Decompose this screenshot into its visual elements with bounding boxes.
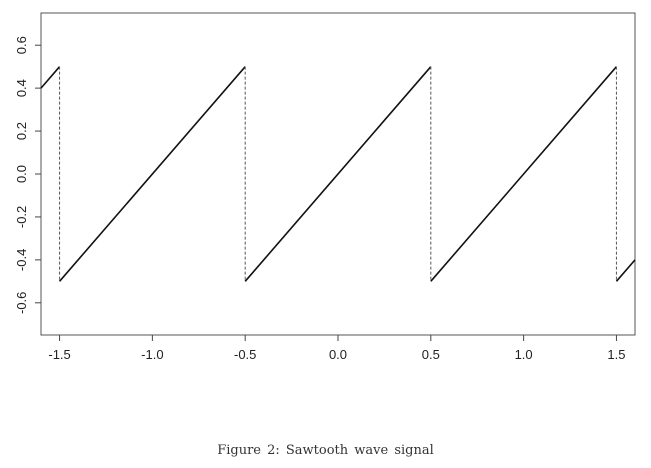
sawtooth-segment bbox=[615, 259, 636, 282]
x-tick-label: -0.5 bbox=[234, 347, 256, 362]
x-tick-label: 1.0 bbox=[515, 347, 533, 362]
figure-caption: Figure 2: Sawtooth wave signal bbox=[217, 443, 434, 458]
sawtooth-segment bbox=[58, 66, 246, 282]
x-tick-label: -1.0 bbox=[141, 347, 163, 362]
sawtooth-segment bbox=[40, 66, 61, 89]
x-tick-label: 0.5 bbox=[422, 347, 440, 362]
sawtooth-chart: -1.5 -1.0 -0.5 0.0 0.5 1.0 1.5 -0.6 -0.4 -0.2 0.0… bbox=[14, 12, 636, 362]
sawtooth-segment bbox=[430, 66, 618, 282]
x-tick-label: -1.5 bbox=[48, 347, 70, 362]
x-tick-label: 1.5 bbox=[607, 347, 625, 362]
y-axis: -0.6 -0.4 -0.2 0.0 0.2 0.4 0.6 bbox=[14, 36, 41, 314]
y-tick-label: 0.0 bbox=[14, 165, 29, 183]
y-tick-label: 0.6 bbox=[14, 36, 29, 54]
sawtooth-segment bbox=[244, 66, 432, 282]
y-tick-label: -0.4 bbox=[14, 249, 29, 271]
x-tick-label: 0.0 bbox=[329, 347, 347, 362]
series-layer bbox=[40, 66, 636, 282]
y-tick-label: -0.2 bbox=[14, 206, 29, 228]
y-tick-label: -0.6 bbox=[14, 292, 29, 314]
x-axis: -1.5 -1.0 -0.5 0.0 0.5 1.0 1.5 bbox=[48, 335, 625, 362]
y-tick-label: 0.4 bbox=[14, 79, 29, 97]
y-tick-label: 0.2 bbox=[14, 122, 29, 140]
